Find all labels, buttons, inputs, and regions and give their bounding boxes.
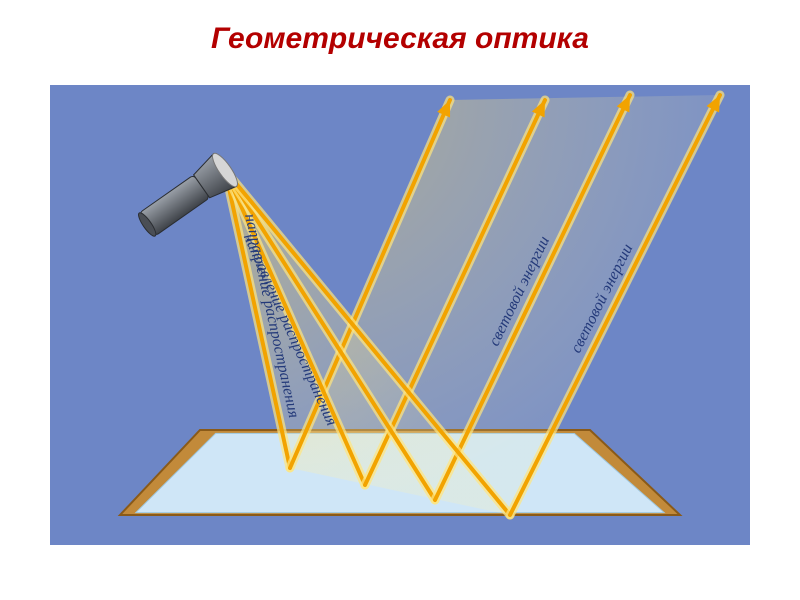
optics-diagram: направление распространениянаправление р… [50,85,750,545]
diagram-svg: направление распространениянаправление р… [50,85,750,545]
page-title: Геометрическая оптика [0,0,800,56]
